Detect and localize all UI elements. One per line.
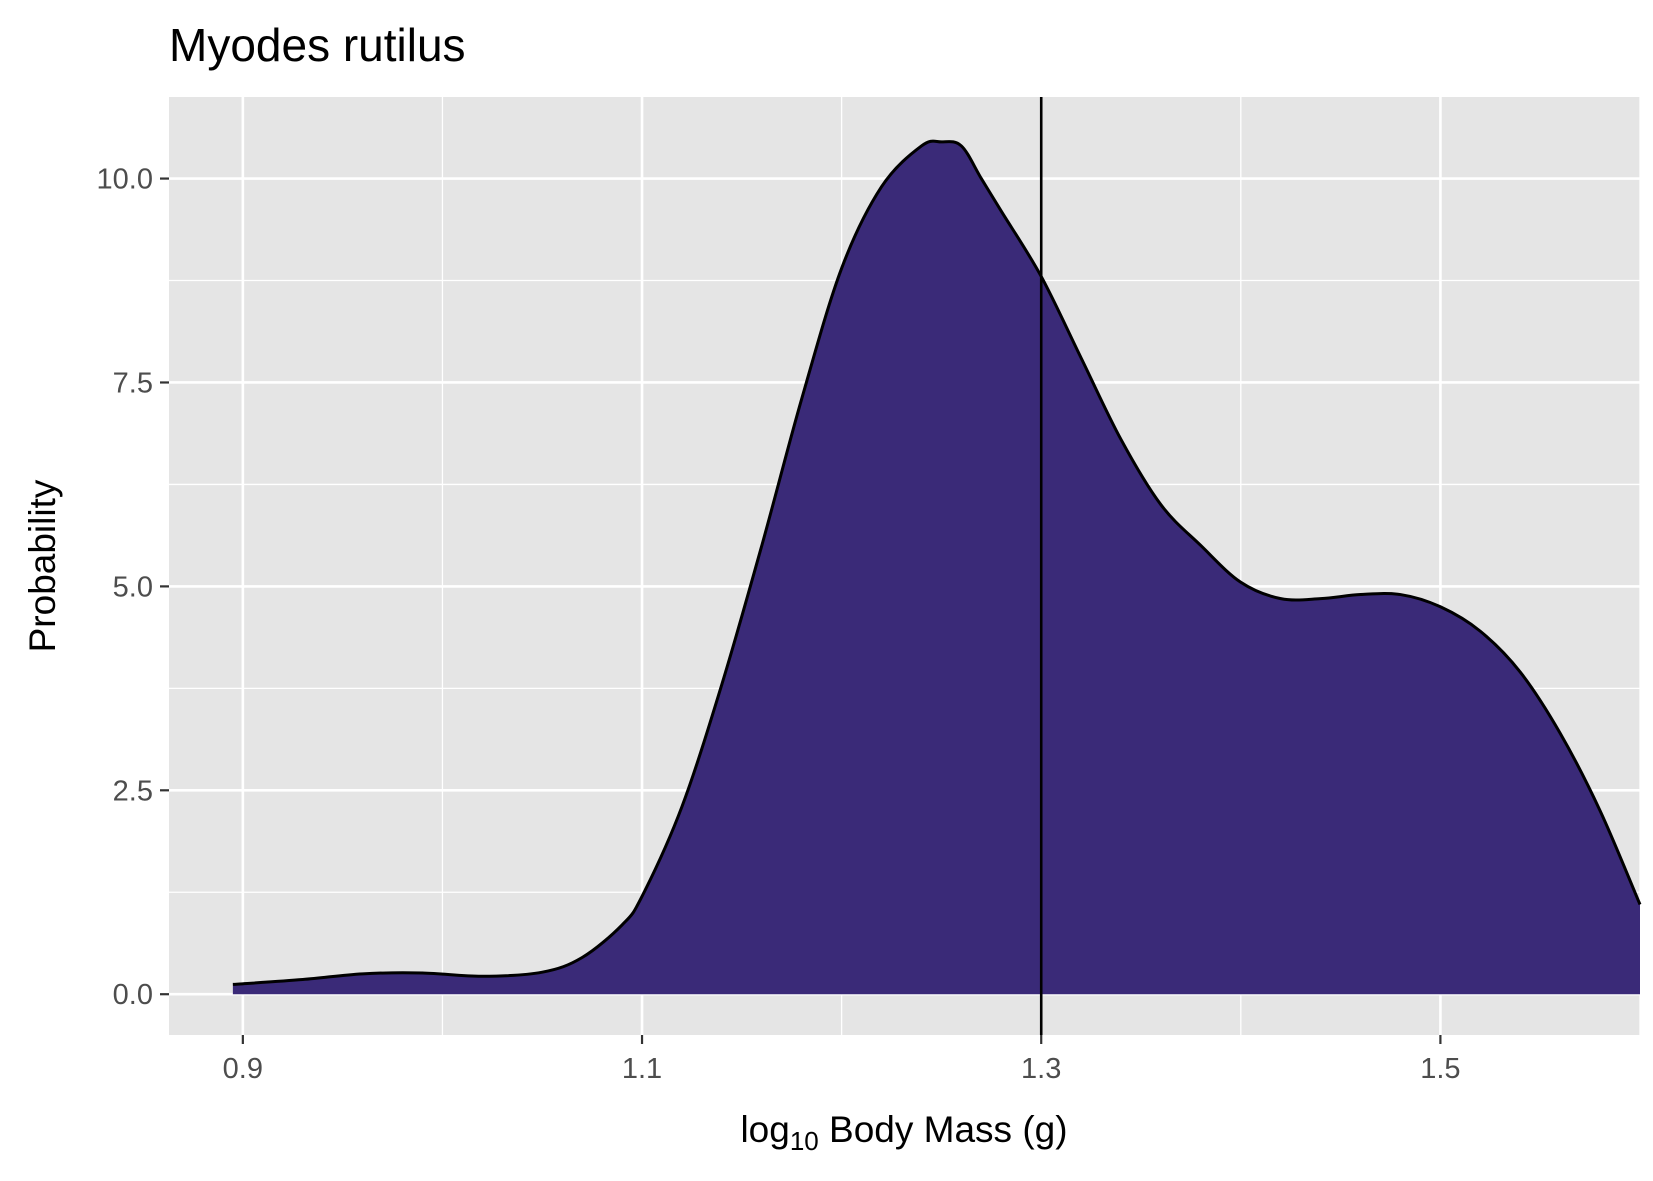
y-tick-label: 0.0 [113, 979, 153, 1011]
y-axis: 0.0 2.5 5.0 7.5 10.0 [97, 164, 169, 1011]
y-tick-label: 5.0 [113, 571, 153, 603]
x-tick-label: 1.1 [622, 1053, 662, 1085]
x-tick-label: 1.5 [1420, 1053, 1460, 1085]
x-tick-label: 0.9 [223, 1053, 263, 1085]
x-axis-title-prefix: log [740, 1109, 789, 1150]
y-tick-label: 10.0 [97, 164, 153, 196]
chart-title: Myodes rutilus [169, 19, 466, 71]
y-tick-label: 7.5 [113, 367, 153, 399]
y-axis-title: Probability [22, 479, 63, 652]
density-area [232, 141, 1640, 995]
x-axis: 0.9 1.1 1.3 1.5 [223, 1035, 1461, 1085]
x-axis-title-suffix: Body Mass (g) [819, 1109, 1068, 1150]
x-tick-label: 1.3 [1021, 1053, 1061, 1085]
x-axis-title-subscript: 10 [790, 1126, 819, 1156]
x-axis-title: log10 Body Mass (g) [740, 1109, 1067, 1156]
y-tick-label: 2.5 [113, 775, 153, 807]
density-curve [232, 139, 1642, 986]
plot-panel [169, 97, 1642, 1035]
